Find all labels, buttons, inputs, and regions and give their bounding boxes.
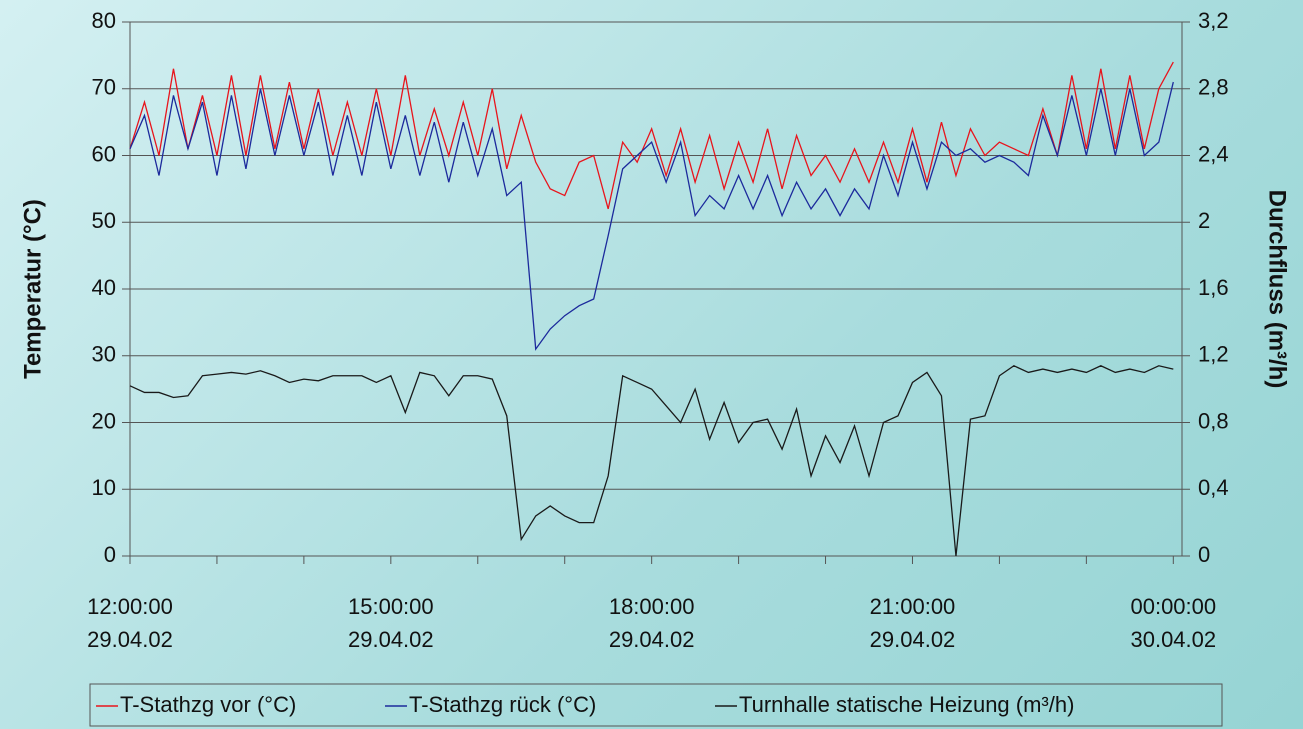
legend-label: T-Stathzg rück (°C): [409, 692, 596, 717]
y2-tick-label: 2: [1198, 208, 1210, 233]
series-line: [129, 61, 1174, 210]
y-tick-label: 70: [92, 75, 116, 100]
y2-axis-title: Durchfluss (m³/h): [1264, 190, 1291, 389]
y-tick-label: 0: [104, 542, 116, 567]
x-tick-label: 00:00:00: [1130, 594, 1216, 619]
series-line: [129, 365, 1174, 557]
y-tick-label: 40: [92, 275, 116, 300]
y2-tick-label: 2,8: [1198, 75, 1229, 100]
y2-tick-label: 1,2: [1198, 342, 1229, 367]
y2-tick-label: 0: [1198, 542, 1210, 567]
legend-label: Turnhalle statische Heizung (m³/h): [739, 692, 1074, 717]
x-tick-label: 21:00:00: [870, 594, 956, 619]
x-tick-label: 29.04.02: [348, 627, 434, 652]
y-tick-label: 20: [92, 408, 116, 433]
x-tick-label: 30.04.02: [1130, 627, 1216, 652]
y2-tick-label: 1,6: [1198, 275, 1229, 300]
x-tick-label: 15:00:00: [348, 594, 434, 619]
x-tick-label: 29.04.02: [870, 627, 956, 652]
x-tick-label: 12:00:00: [87, 594, 173, 619]
x-tick-label: 29.04.02: [609, 627, 695, 652]
x-tick-label: 18:00:00: [609, 594, 695, 619]
y-tick-label: 30: [92, 342, 116, 367]
legend-box: [89, 683, 1223, 727]
y-tick-label: 80: [92, 8, 116, 33]
y-tick-label: 50: [92, 208, 116, 233]
y2-tick-label: 2,4: [1198, 141, 1229, 166]
legend-label: T-Stathzg vor (°C): [120, 692, 296, 717]
series-line: [129, 81, 1174, 351]
y2-tick-label: 0,8: [1198, 408, 1229, 433]
x-tick-label: 29.04.02: [87, 627, 173, 652]
y-tick-label: 10: [92, 475, 116, 500]
y2-tick-label: 0,4: [1198, 475, 1229, 500]
y-axis-title: Temperatur (°C): [19, 199, 46, 379]
y2-tick-label: 3,2: [1198, 8, 1229, 33]
y-tick-label: 60: [92, 141, 116, 166]
